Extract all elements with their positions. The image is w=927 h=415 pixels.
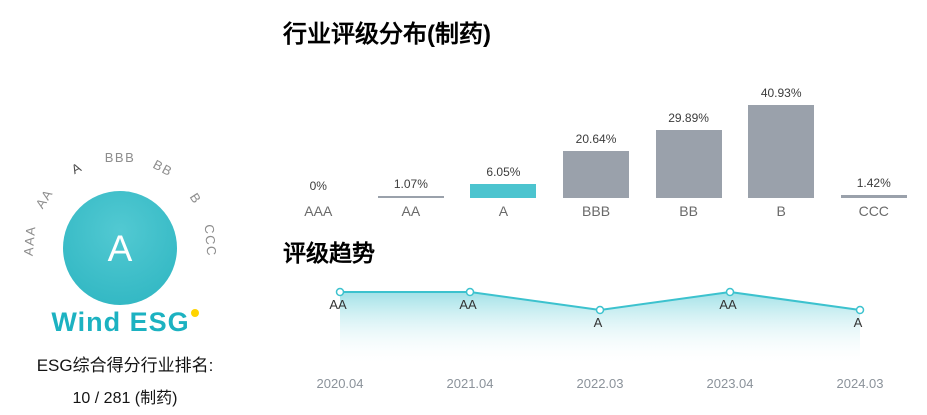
gauge-scale-ccc: CCC (202, 224, 220, 258)
logo-text: Wind ESG (51, 307, 190, 337)
bar-bbb[interactable] (563, 151, 630, 198)
bar-b[interactable] (748, 105, 815, 198)
gauge-circle (63, 191, 177, 305)
logo-accent-dot (190, 309, 199, 317)
bar-ccc[interactable] (840, 194, 907, 198)
trend-x-label: 2021.04 (446, 376, 494, 391)
bar-aa[interactable] (377, 195, 444, 198)
trend-x-label: 2023.04 (706, 376, 754, 391)
trend-point-2024.03[interactable] (855, 305, 865, 315)
trend-title: 评级趋势 (283, 240, 375, 266)
trend-point-rating-label: A (854, 315, 863, 330)
esg-rating-summary: AAA AA A BBB BB B CCC A Wind ESG ESG综合得分… (0, 0, 250, 415)
bar-value-label: 40.93% (760, 86, 802, 101)
bar-column-bbb: 20.64% BBB (550, 80, 643, 222)
bar-category-label: AAA (304, 203, 333, 219)
bar-value-label: 1.42% (856, 175, 891, 190)
trend-point-rating-label: AA (329, 297, 347, 312)
rating-gauge: AAA AA A BBB BB B CCC A (21, 152, 220, 305)
ranking-label: ESG综合得分行业排名: (36, 356, 214, 375)
bar-column-aa: 1.07% AA (365, 80, 458, 222)
bar-column-a: 6.05% A (457, 80, 550, 222)
bar-value-label: 6.05% (486, 165, 521, 180)
trend-area-fill (340, 292, 860, 364)
bar-category-label: BBB (582, 203, 611, 219)
bar-column-aaa: 0% AAA (272, 80, 365, 222)
trend-point-rating-label: AA (459, 297, 477, 312)
trend-x-axis: 2020.04 2021.04 2022.03 2023.04 2024.03 (280, 376, 920, 396)
bar-category-label: AA (401, 203, 421, 219)
trend-point-2023.04[interactable] (725, 287, 735, 297)
gauge-scale-b: B (187, 190, 205, 207)
ranking-value: 10 / 281 (制药) (72, 390, 178, 407)
gauge-scale-bbb: BBB (105, 152, 136, 165)
trend-point-2020.04[interactable] (335, 287, 345, 297)
bar-value-label: 29.89% (668, 111, 709, 126)
bar-bb[interactable] (655, 130, 722, 198)
bar-value-label: 0% (309, 179, 327, 193)
bar-category-label: BB (679, 203, 698, 219)
bar-category-label: CCC (858, 203, 889, 219)
bar-a[interactable] (470, 184, 537, 198)
trend-point-2022.03[interactable] (595, 305, 605, 315)
distribution-title: 行业评级分布(制药) (283, 21, 491, 48)
gauge-scale-bb: BB (151, 157, 176, 180)
bar-value-label: 20.64% (575, 132, 617, 147)
gauge-scale-aa: AA (32, 186, 56, 211)
gauge-scale-aaa: AAA (21, 225, 39, 257)
bar-value-label: 1.07% (393, 176, 428, 191)
bar-column-b: 40.93% B (735, 80, 828, 222)
wind-esg-logo: Wind ESG (0, 307, 250, 338)
distribution-bar-chart: 0% AAA 1.07% AA 6.05% A 20.64% BBB 29.89% BB 40.93… (272, 80, 920, 222)
bar-column-bb: 29.89% BB (642, 80, 735, 222)
trend-x-label: 2022.03 (576, 376, 624, 391)
current-rating-letter: A (108, 228, 133, 269)
trend-point-rating-label: AA (719, 297, 737, 312)
bar-category-label: B (776, 203, 786, 219)
gauge-scale-a: A (69, 159, 85, 177)
bar-column-ccc: 1.42% CCC (827, 80, 920, 222)
trend-x-label: 2024.03 (836, 376, 884, 391)
trend-x-label: 2020.04 (316, 376, 364, 391)
bar-category-label: A (498, 203, 509, 219)
trend-point-rating-label: A (594, 315, 603, 330)
trend-point-2021.04[interactable] (465, 287, 475, 297)
